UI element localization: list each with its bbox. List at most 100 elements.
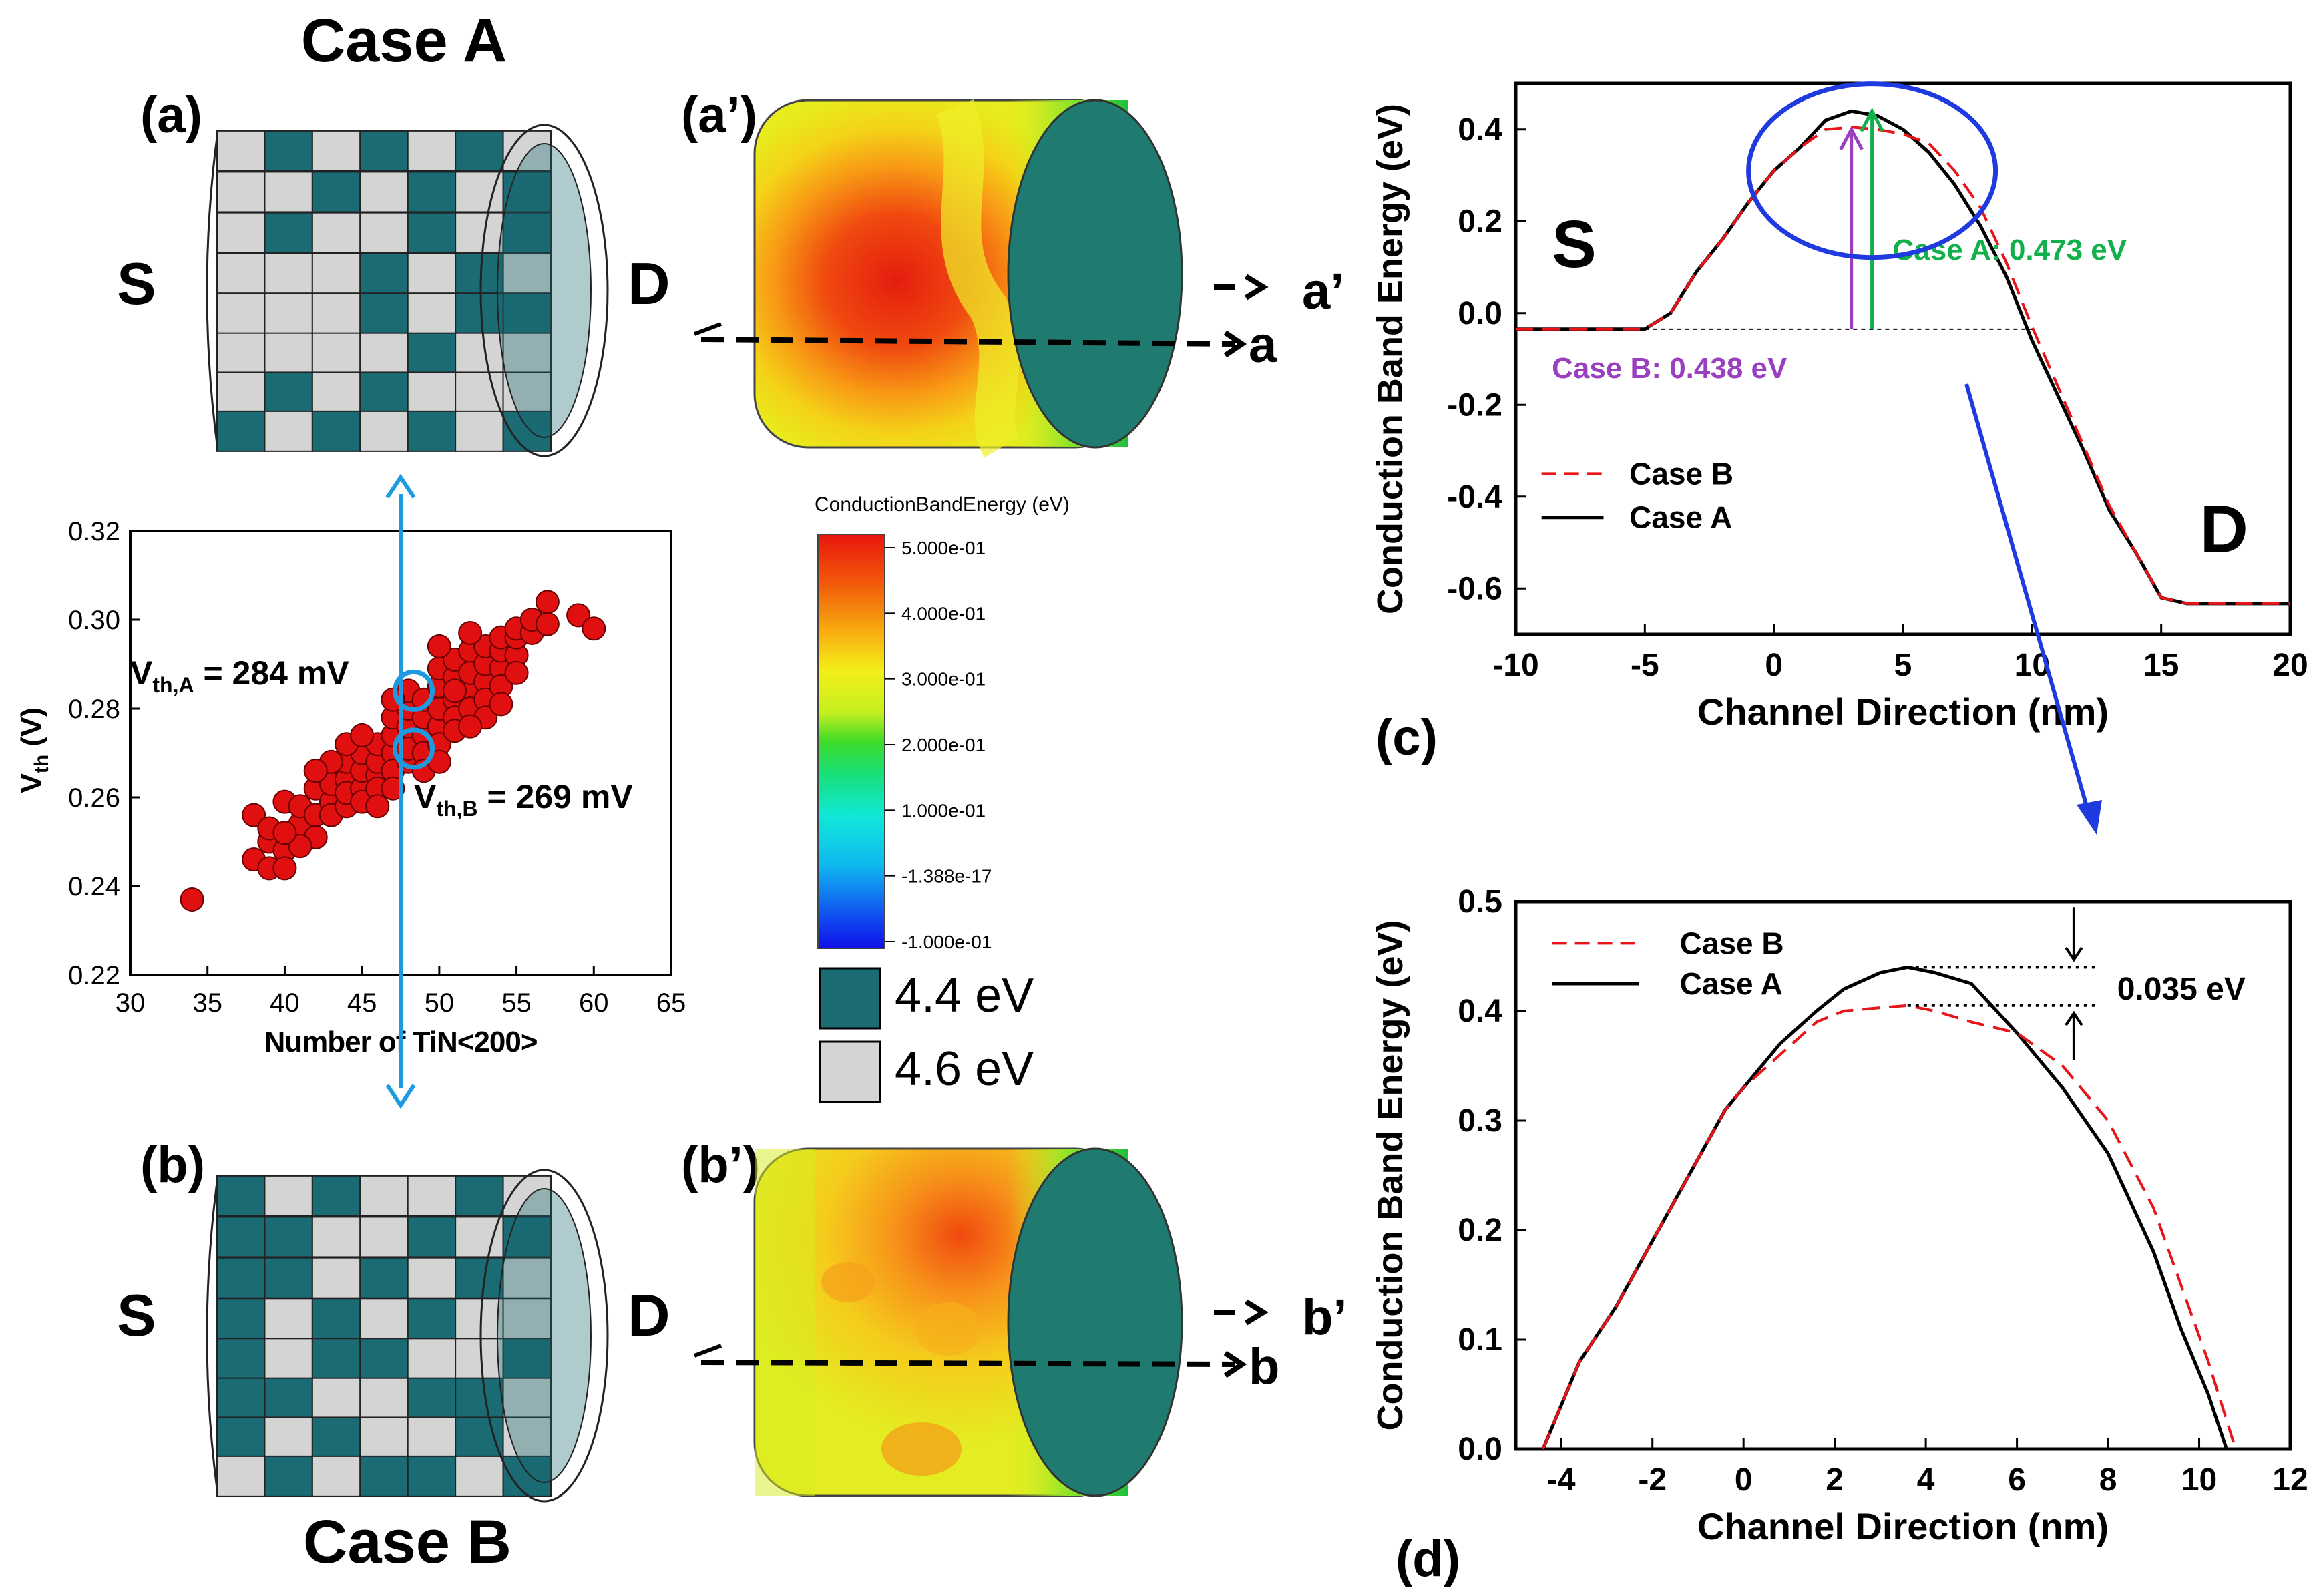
scatter-xtick-label: 65 (656, 988, 686, 1018)
grid-cell (264, 252, 313, 294)
annotation-vth-a-main: V (130, 654, 153, 692)
legend-case-b-label: Case B (1680, 926, 1784, 960)
grid-cell (407, 371, 457, 413)
grid-cell (407, 1455, 457, 1497)
arrow-case-a-head (1860, 107, 1884, 132)
xtick-label: 0 (1765, 648, 1783, 683)
zoom-arrow (1964, 383, 2092, 819)
series-line-case-a (1541, 965, 2228, 1450)
grid-cell (311, 130, 361, 172)
annotation-vth-a: Vth,A = 284 mV (130, 654, 349, 697)
panel-label-a-prime: (a’) (681, 87, 757, 144)
series-line-case-b (1542, 1004, 2238, 1450)
colorbar-tick-label: 2.000e-01 (901, 735, 986, 755)
grid-cell (311, 1455, 361, 1497)
grid-cell (216, 212, 266, 254)
legend-case-a-label: Case A (1680, 966, 1783, 1001)
grid-cell (216, 371, 266, 413)
grid-cell (407, 1257, 457, 1299)
xlabel: Channel Direction (nm) (1697, 1505, 2109, 1547)
grid-cell (311, 1257, 361, 1299)
grid-cell (359, 371, 409, 413)
grid-cell (359, 1416, 409, 1458)
xtick-label: -4 (1547, 1462, 1576, 1498)
ytick-label: -0.2 (1447, 387, 1502, 423)
scatter-point (365, 794, 390, 819)
grid-cell (407, 1216, 457, 1258)
grid-cell (359, 171, 409, 213)
scatter-point (427, 634, 451, 658)
xtick-label: 5 (1894, 648, 1912, 683)
colorbar-tick-label: -1.000e-01 (901, 932, 992, 952)
panel-label-b: (b) (140, 1137, 205, 1193)
ylabel: Conduction Band Energy (eV) (1370, 104, 1410, 614)
grid-cell (359, 1257, 409, 1299)
source-label-a: S (117, 250, 156, 317)
grid-cell (216, 332, 266, 374)
grid-cell (502, 1257, 552, 1299)
cylinder-inner (497, 143, 592, 438)
xtick-label: 6 (2008, 1462, 2026, 1498)
grid-cell (407, 292, 457, 335)
scatter-point (288, 834, 312, 859)
grid-cell (216, 1338, 266, 1380)
cut-label-a-prime: a’ (1302, 263, 1344, 320)
chart-band-full: -10 -5 0 5 10 15 20-0.6-0.4-0.20.00.20.4Channe… (1370, 81, 2308, 733)
grid-cell (359, 292, 409, 335)
zoom-arrow-head (2077, 800, 2102, 835)
scatter-ytick-label: 0.30 (68, 606, 120, 635)
case-b-title: Case B (303, 1508, 511, 1576)
xtick-label: 12 (2272, 1462, 2308, 1498)
grid-cell (264, 410, 313, 452)
scatter-xtick-label: 40 (270, 988, 300, 1018)
grid-cell (455, 332, 504, 374)
delta-arrow-up-head (2065, 1010, 2083, 1026)
grid-cell (216, 1455, 266, 1497)
colorbar-tick-label: -1.388e-17 (901, 866, 992, 887)
scatter-ylabel-unit: (V) (15, 707, 48, 755)
grid-cell (359, 1455, 409, 1497)
annotation-vth-a-sub: th,A (152, 673, 194, 697)
colorbar-tick-label: 5.000e-01 (901, 538, 986, 558)
grid-cell (216, 252, 266, 294)
grid-cell (311, 292, 361, 335)
panel-label-d: (d) (1396, 1531, 1460, 1587)
grid-cell (264, 212, 313, 254)
band-drain-label: D (2200, 491, 2248, 566)
scatter-point (489, 692, 513, 717)
grid-cell (455, 1257, 504, 1299)
cylinder-left-edge (206, 136, 218, 445)
grid-cell (216, 410, 266, 452)
scatter-point (272, 821, 297, 845)
drain-label-b: D (628, 1282, 670, 1348)
scatter-point (381, 776, 405, 801)
grid-cell (455, 1298, 504, 1340)
grid-cell (264, 1298, 313, 1340)
grid-cell (264, 1175, 313, 1217)
grid-cell (455, 252, 504, 294)
grid-cell (407, 130, 457, 172)
grid-cell (455, 212, 504, 254)
link-arrow-up-head (385, 473, 416, 499)
cylinder-grid-case-a (206, 124, 609, 457)
grid-cell (407, 332, 457, 374)
grid-cell (311, 1338, 361, 1380)
grid-cell (311, 1416, 361, 1458)
xtick-label: -2 (1638, 1462, 1667, 1498)
grid-cell (359, 1216, 409, 1258)
scatter-point (566, 603, 591, 628)
grid-cell (311, 332, 361, 374)
grid-cell (359, 1175, 409, 1217)
chart-band-zoom: -4 -2 0 2 4 6 8 10 12 0.0 0.1 0.2 0.3 0.4 0.5 Channel D… (1370, 884, 2308, 1547)
ytick-label: 0.4 (1458, 994, 1502, 1029)
swatch-light (819, 1040, 881, 1103)
ytick-label: -0.6 (1447, 571, 1502, 606)
annotation-vth-b-value: = 269 mV (478, 778, 634, 815)
chart-scatter-vth: 30 35 40 45 50 55 60 65 0.22 0.24 0.26 0.28 0.30 0.32… (15, 517, 686, 1058)
scatter-ytick-label: 0.32 (68, 517, 120, 546)
grid-cell (264, 1216, 313, 1258)
grid-cell (407, 212, 457, 254)
grid-cell (455, 410, 504, 452)
scatter-point (458, 620, 483, 645)
ytick-label: -0.4 (1447, 479, 1502, 515)
